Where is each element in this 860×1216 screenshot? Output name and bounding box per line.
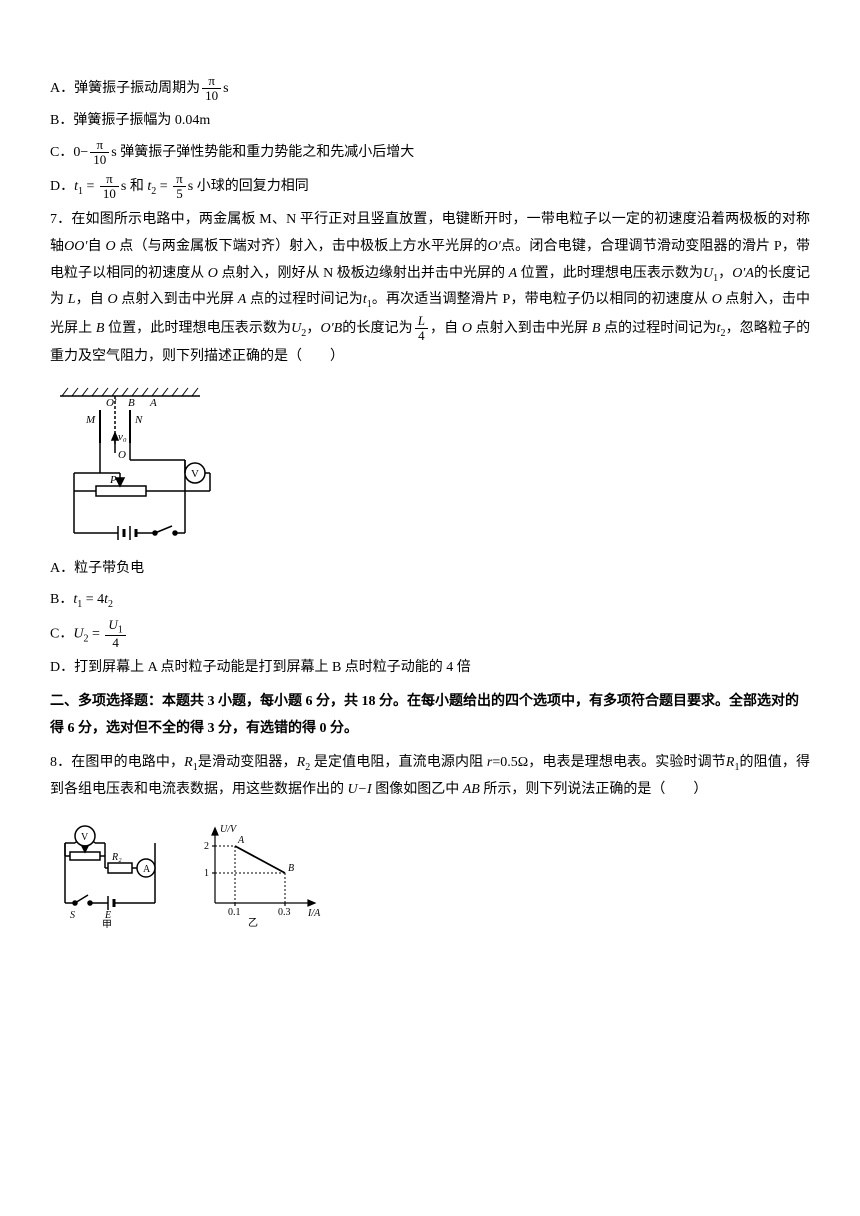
text: s — [223, 81, 228, 96]
svg-text:0.3: 0.3 — [278, 907, 291, 918]
q7-option-d: D．打到屏幕上 A 点时粒子动能是打到屏幕上 B 点时粒子动能的 4 倍 — [50, 655, 810, 682]
fraction: U14 — [105, 618, 125, 651]
fraction: π10 — [202, 74, 221, 104]
svg-text:U/V: U/V — [220, 824, 238, 835]
text: s 和 — [121, 179, 147, 194]
q7-option-b: B．t1 = 4t2 — [50, 587, 810, 614]
svg-text:V: V — [191, 468, 199, 480]
text: s 弹簧振子弹性势能和重力势能之和先减小后增大 — [111, 145, 414, 160]
q6-option-d: D．t1 = π10s 和 t2 = π5s 小球的回复力相同 — [50, 172, 810, 202]
text: A．弹簧振子振动周期为 — [50, 81, 200, 96]
svg-text:S: S — [70, 910, 75, 921]
svg-text:O: O — [118, 449, 126, 461]
svg-text:I/A: I/A — [307, 908, 321, 919]
svg-text:V: V — [81, 832, 89, 843]
q8-graph-yi: U/V I/A 1 2 0.1 0.3 A B 乙 — [190, 818, 330, 928]
svg-text:O′: O′ — [106, 397, 117, 409]
q7-text: 7．在如图所示电路中，两金属板 M、N 平行正对且竖直放置，电键断开时，一带电粒… — [50, 207, 810, 370]
q8-text: 8．在图甲的电路中，R1是滑动变阻器，R2 是定值电阻，直流电源内阻 r=0.5… — [50, 750, 810, 803]
q6-option-b: B．弹簧振子振幅为 0.04m — [50, 108, 810, 135]
svg-text:B: B — [128, 397, 135, 409]
q8-figures: V R₂ A S E 甲 — [50, 810, 810, 936]
fraction: L4 — [415, 314, 428, 344]
text: s 小球的回复力相同 — [188, 179, 309, 194]
q8-circuit-jia: V R₂ A S E 甲 — [50, 818, 170, 928]
svg-text:A: A — [237, 835, 245, 846]
text: B．弹簧振子振幅为 0.04m — [50, 113, 210, 128]
fraction: π10 — [100, 172, 119, 202]
fraction: π5 — [173, 172, 186, 202]
q6-option-a: A．弹簧振子振动周期为π10s — [50, 74, 810, 104]
svg-text:1: 1 — [204, 868, 209, 879]
svg-text:乙: 乙 — [248, 917, 258, 928]
svg-text:A: A — [143, 864, 151, 875]
q7-circuit-figure: O′ B A M N v₀ O P V — [50, 378, 810, 548]
svg-text:v₀: v₀ — [118, 431, 127, 443]
svg-text:N: N — [134, 414, 143, 426]
fraction: π10 — [90, 138, 109, 168]
svg-text:A: A — [149, 397, 157, 409]
svg-text:0.1: 0.1 — [228, 907, 241, 918]
text: D． — [50, 179, 74, 194]
svg-text:M: M — [85, 414, 96, 426]
q7-option-c: C．U2 = U14 — [50, 618, 810, 651]
q7-option-a: A．粒子带负电 — [50, 556, 810, 583]
svg-text:B: B — [288, 863, 294, 874]
svg-text:2: 2 — [204, 841, 209, 852]
text: C． — [50, 145, 73, 160]
svg-text:P: P — [109, 474, 117, 486]
svg-text:甲: 甲 — [102, 920, 112, 928]
svg-text:R₂: R₂ — [111, 852, 122, 863]
q6-option-c: C．0−π10s 弹簧振子弹性势能和重力势能之和先减小后增大 — [50, 138, 810, 168]
section-2-header: 二、多项选择题：本题共 3 小题，每小题 6 分，共 18 分。在每小题给出的四… — [50, 689, 810, 742]
text: − — [80, 145, 88, 160]
